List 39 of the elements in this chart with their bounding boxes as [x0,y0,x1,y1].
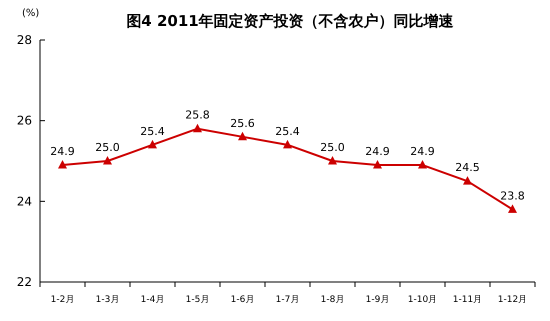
x-tick-label: 1-3月 [96,295,120,305]
point [283,140,292,148]
text: 24.9 [50,145,75,158]
text: 25.0 [320,141,345,154]
x-tick-label: 1-10月 [408,295,438,305]
x-tick-label: 1-2月 [50,295,74,305]
y-tick-label: 22 [16,275,32,289]
point [373,160,382,169]
point [508,204,517,213]
text: 25.8 [185,108,210,122]
text: 23.8 [500,189,525,202]
y-tick-label: 26 [16,114,32,128]
x-tick-label: 1-11月 [452,295,482,305]
chart-title: 图4 2011年固定资产投资（不含农户）同比增速 [126,12,455,30]
point [418,160,427,169]
text: 25.4 [275,124,300,138]
x-tick-label: 1-8月 [320,295,344,305]
y-axis-title: (%) [22,8,40,19]
text: 25.6 [230,116,255,130]
text: 24.9 [410,145,435,158]
y-tick-label: 24 [16,194,32,208]
point [58,160,67,169]
point [328,156,337,164]
x-tick-label: 1-7月 [276,295,300,305]
point [148,140,157,148]
point [463,176,472,185]
x-tick-label: 1-9月 [366,295,390,305]
x-tick-label: 1-12月 [498,295,528,305]
text: 24.5 [455,161,480,174]
text: 24.9 [365,145,390,158]
y-tick-label: 28 [16,33,32,47]
text: 25.4 [140,124,165,138]
point [238,132,247,140]
x-tick-label: 1-6月 [230,295,254,305]
x-tick-label: 1-5月 [186,295,210,305]
x-tick-label: 1-4月 [140,295,164,305]
point [103,156,112,164]
point [193,124,202,132]
text: 25.0 [95,141,120,154]
